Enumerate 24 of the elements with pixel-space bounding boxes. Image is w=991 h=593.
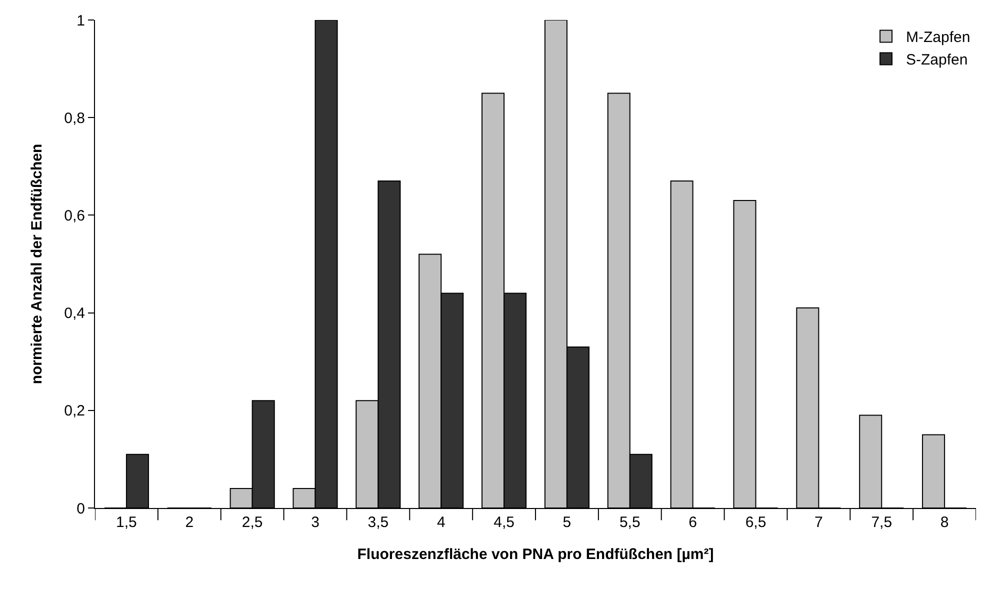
x-tick-label: 1,5: [116, 514, 137, 531]
legend-label: M-Zapfen: [906, 29, 970, 46]
y-tick-label: 1: [76, 12, 85, 30]
x-axis-title: Fluoreszenzfläche von PNA pro Endfüßchen [µm²]: [357, 546, 714, 563]
x-tick-label: 7,5: [871, 514, 892, 531]
y-tick-label: 0: [76, 500, 85, 518]
x-tick-label: 2: [185, 514, 194, 531]
x-tick-label: 6: [688, 514, 697, 531]
x-tick-label: 8: [940, 514, 949, 531]
x-tick-label: 4,5: [494, 514, 514, 531]
x-tick-label: 5: [562, 514, 572, 531]
x-tick-label: 3,5: [368, 514, 389, 531]
x-tick-label: 2,5: [242, 514, 263, 531]
y-tick-label: 0,4: [64, 305, 85, 322]
x-tick-label: 5,5: [619, 514, 640, 531]
y-tick-label: 0,2: [64, 402, 85, 420]
y-tick-label: 0,8: [64, 110, 85, 127]
x-tick-label: 6,5: [745, 514, 766, 531]
x-tick-label: 7: [814, 514, 823, 531]
x-tick-label: 3: [311, 514, 320, 531]
y-tick-label: 0,6: [64, 207, 85, 224]
legend-label: S-Zapfen: [906, 52, 968, 69]
y-axis-title: normierte Anzahl der Endfüßchen: [28, 144, 46, 384]
x-tick-label: 4: [436, 514, 446, 531]
